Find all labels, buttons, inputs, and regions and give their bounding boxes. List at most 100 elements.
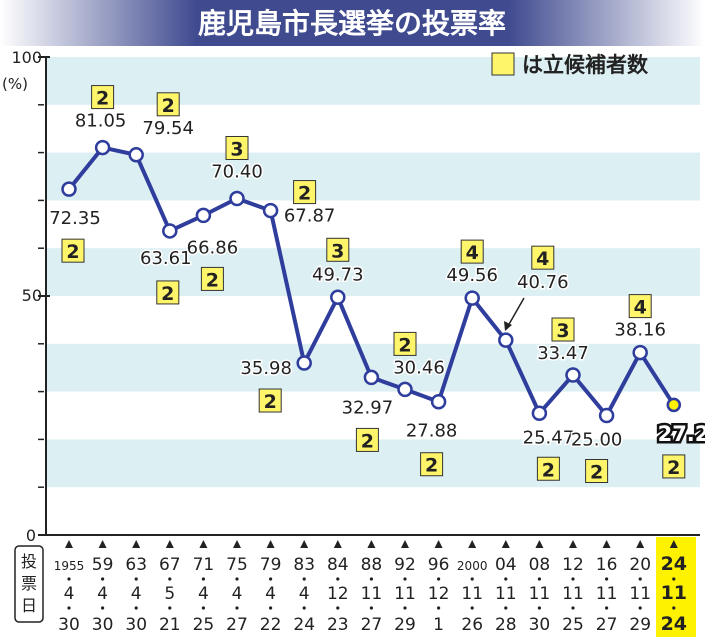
x-tick-sep — [369, 577, 373, 581]
x-tick-sep — [571, 606, 575, 610]
x-tick-day: 29 — [629, 615, 651, 635]
x-tick-sep — [437, 577, 441, 581]
x-tick-sep — [67, 577, 71, 581]
value-label: 38.16 — [614, 320, 666, 341]
value-label: 35.98 — [240, 358, 292, 379]
value-label: 25.47 — [523, 427, 575, 448]
x-tick-day: 30 — [125, 615, 147, 635]
x-tick-year: 20 — [629, 555, 651, 575]
candidate-box — [225, 135, 249, 160]
x-tick-day: 26 — [461, 615, 483, 635]
candidate-count: 2 — [361, 430, 374, 452]
x-tick-sep — [201, 577, 205, 581]
x-tick-year: 96 — [428, 555, 450, 575]
x-tick-sep — [504, 606, 508, 610]
candidate-box — [61, 238, 85, 263]
x-tick-marker — [165, 540, 174, 548]
x-tick-sep — [336, 606, 340, 610]
x-tick-marker — [602, 540, 611, 548]
x-tick-month: 11 — [529, 584, 551, 604]
candidate-count-boxes: 2 2 2 2 2 3 2 2 3 2 2 2 4 4 2 3 2 4 2 — [61, 85, 686, 484]
x-tick-marker — [132, 540, 141, 548]
x-tick-day: 30 — [92, 615, 114, 635]
x-tick-year: 63 — [125, 555, 147, 575]
candidate-box — [393, 331, 417, 356]
x-tick-marker — [501, 540, 510, 548]
x-tick-marker — [367, 540, 376, 548]
x-tick-day: 27 — [226, 615, 248, 635]
x-tick-sep — [235, 606, 239, 610]
x-tick-year: 2000 — [457, 559, 488, 573]
x-tick-day: 27 — [361, 615, 383, 635]
x-tick-month: 4 — [299, 584, 310, 604]
x-tick-month: 12 — [327, 584, 349, 604]
x-tick-marker — [300, 540, 309, 548]
x-tick-sep — [437, 606, 441, 610]
value-label: 81.05 — [75, 111, 127, 132]
x-tick-year: 75 — [226, 555, 248, 575]
value-label: 79.54 — [142, 118, 194, 139]
candidate-box — [628, 294, 652, 319]
value-label: 66.86 — [187, 237, 239, 258]
candidate-count: 2 — [298, 183, 311, 205]
legend: は立候補者数 — [491, 52, 649, 77]
x-tick-year: 12 — [562, 555, 584, 575]
candidate-count: 2 — [425, 455, 438, 477]
candidate-box — [156, 280, 180, 305]
x-tick-year: 08 — [529, 555, 551, 575]
candidate-box — [551, 317, 575, 342]
x-axis-header-box — [14, 545, 44, 623]
x-tick-day: 30 — [529, 615, 551, 635]
x-tick-sep — [638, 577, 642, 581]
candidate-box — [531, 245, 555, 270]
x-tick-sep — [605, 606, 609, 610]
x-tick-month: 4 — [97, 584, 108, 604]
x-tick-month: 11 — [661, 582, 687, 604]
x-tick-year: 83 — [293, 555, 315, 575]
candidate-count: 2 — [66, 241, 79, 263]
x-tick-year: 67 — [159, 555, 181, 575]
x-tick-marker — [468, 540, 477, 548]
x-tick-day: 22 — [260, 615, 282, 635]
x-tick-sep — [67, 606, 71, 610]
x-tick-sep — [638, 606, 642, 610]
candidate-count: 2 — [96, 88, 109, 110]
x-tick-marker — [535, 540, 544, 548]
x-tick-sep — [134, 577, 138, 581]
candidate-box — [293, 180, 317, 205]
x-tick-day: 25 — [562, 615, 584, 635]
value-label: 49.73 — [312, 264, 364, 285]
candidate-count: 2 — [206, 269, 219, 291]
x-tick-day: 29 — [394, 615, 416, 635]
value-label: 72.35 — [49, 208, 101, 229]
value-label: 40.76 — [517, 272, 569, 293]
data-point — [565, 367, 581, 383]
candidate-box — [258, 388, 282, 413]
title-banner — [0, 0, 705, 46]
data-point — [128, 147, 144, 163]
x-tick-sep — [269, 577, 273, 581]
x-tick-marker — [333, 540, 342, 548]
x-tick-sep — [168, 577, 172, 581]
value-label: 33.47 — [537, 343, 589, 364]
x-tick-month: 4 — [265, 584, 276, 604]
x-tick-month: 4 — [131, 584, 142, 604]
candidate-count: 4 — [536, 248, 549, 270]
x-tick-sep — [336, 577, 340, 581]
x-tick-year: 88 — [361, 555, 383, 575]
value-label: 67.87 — [284, 206, 336, 227]
x-tick-month: 11 — [495, 584, 517, 604]
x-tick-marker — [199, 540, 208, 548]
candidate-count: 2 — [667, 457, 680, 479]
y-axis-unit: (%) — [2, 75, 28, 93]
x-tick-year: 59 — [92, 555, 114, 575]
legend-label: は立候補者数 — [522, 53, 649, 77]
x-tick-sep — [605, 577, 609, 581]
candidate-box — [355, 427, 379, 452]
x-tick-year: 79 — [260, 555, 282, 575]
x-tick-sep — [101, 577, 105, 581]
data-point — [598, 407, 615, 424]
data-point — [464, 290, 480, 306]
x-axis-header: 投票日 — [21, 552, 37, 615]
